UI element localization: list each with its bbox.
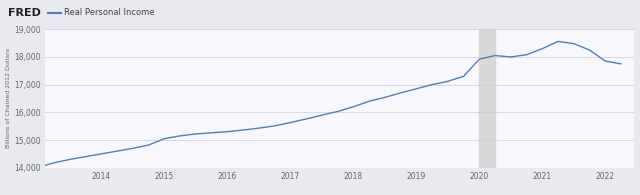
Y-axis label: Billions of Chained 2012 Dollars: Billions of Chained 2012 Dollars: [6, 49, 12, 148]
Text: FRED: FRED: [8, 8, 40, 18]
Bar: [479, 29, 495, 168]
Text: Real Personal Income: Real Personal Income: [64, 8, 154, 17]
